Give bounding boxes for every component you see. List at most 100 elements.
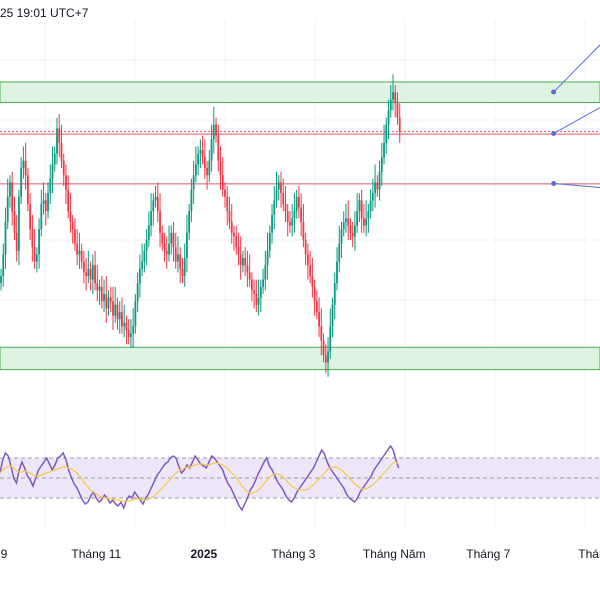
candle-body — [161, 232, 164, 244]
candle-body — [192, 175, 195, 190]
rsi-band — [0, 458, 600, 498]
candle-body — [98, 286, 101, 291]
candle-body — [306, 254, 309, 266]
candle-body — [69, 211, 72, 222]
candle-body — [60, 142, 63, 161]
candle-body — [289, 222, 291, 226]
candle-body — [33, 247, 36, 262]
candle-body — [257, 297, 260, 305]
candle-body — [109, 297, 112, 302]
candle-body — [150, 211, 152, 226]
candle-body — [302, 222, 305, 240]
candle-body — [311, 276, 314, 287]
candle-body — [13, 211, 16, 233]
candle-body — [358, 200, 361, 212]
candle-body — [74, 229, 76, 244]
candle-body — [244, 258, 247, 266]
trendline — [553, 182, 600, 188]
candle-body — [51, 164, 54, 179]
candle-body — [219, 160, 222, 176]
candle-body — [329, 326, 332, 352]
candle-body — [291, 218, 294, 226]
candle-body — [259, 286, 262, 298]
candle-body — [327, 351, 329, 363]
candle-body — [280, 182, 282, 194]
x-axis-tick-label: Tháng 3 — [271, 547, 315, 561]
x-axis-tick-label: 2025 — [190, 547, 217, 561]
candle-body — [82, 261, 85, 273]
candle-body — [239, 254, 242, 266]
candle-body — [65, 175, 67, 190]
candle-body — [264, 265, 267, 280]
candle-body — [29, 204, 32, 230]
candle-body — [320, 326, 323, 341]
candle-body — [80, 250, 83, 262]
x-axis-tick-label: Tháng Năm — [363, 547, 426, 561]
candle-body — [206, 168, 208, 176]
candle-body — [87, 268, 90, 276]
candle-body — [138, 268, 141, 284]
candle-body — [105, 294, 108, 309]
candle-body — [186, 232, 188, 258]
candle-body — [398, 117, 401, 132]
candle-body — [237, 247, 240, 255]
candle-body — [376, 182, 379, 190]
candle-body — [112, 301, 114, 316]
candle-body — [118, 312, 121, 320]
candle-body — [18, 196, 20, 251]
candle-body — [163, 243, 166, 251]
candle-body — [199, 150, 202, 154]
x-axis-tick-label: Tháng 9 — [578, 547, 600, 561]
candle-body — [246, 265, 249, 273]
candle-body — [159, 211, 161, 233]
candle-body — [103, 294, 105, 302]
candle-body — [345, 218, 347, 222]
candle-body — [369, 200, 372, 212]
candle-body — [85, 272, 88, 276]
trendline — [553, 44, 600, 93]
candle-body — [360, 200, 363, 219]
candle-body — [228, 211, 231, 222]
candle-body — [356, 211, 359, 226]
candle-body — [143, 250, 146, 262]
candle-body — [248, 272, 251, 280]
x-axis-tick-label: 9 — [1, 547, 8, 561]
candle-body — [383, 142, 385, 158]
candle-body — [134, 301, 137, 327]
candle-body — [38, 229, 40, 255]
candle-body — [194, 164, 197, 176]
candle-body — [230, 222, 233, 233]
candle-body — [107, 297, 110, 309]
candle-body — [190, 189, 193, 212]
candle-body — [300, 207, 303, 222]
candle-body — [132, 326, 135, 334]
candle-body — [224, 189, 226, 197]
trendline — [553, 107, 600, 134]
candle-body — [295, 196, 298, 212]
candle-body — [127, 330, 130, 338]
candle-body — [242, 258, 244, 266]
candle-body — [380, 157, 383, 172]
candle-body — [9, 182, 11, 197]
candle-body — [56, 128, 58, 154]
candle-body — [221, 175, 224, 190]
candle-body — [217, 135, 220, 161]
candle-body — [147, 225, 150, 240]
candle-body — [136, 283, 139, 302]
trendline-anchor-point — [551, 130, 557, 136]
candle-body — [322, 340, 325, 356]
candle-body — [121, 312, 123, 327]
candle-body — [67, 189, 70, 212]
candle-body — [293, 211, 296, 219]
candle-body — [365, 218, 368, 226]
candle-body — [336, 261, 338, 284]
candle-body — [62, 160, 65, 176]
candle-body — [212, 124, 215, 140]
candle-body — [338, 243, 341, 262]
candle-body — [215, 124, 217, 136]
candle-body — [266, 250, 269, 266]
candle-body — [197, 153, 200, 165]
candle-body — [347, 218, 350, 226]
